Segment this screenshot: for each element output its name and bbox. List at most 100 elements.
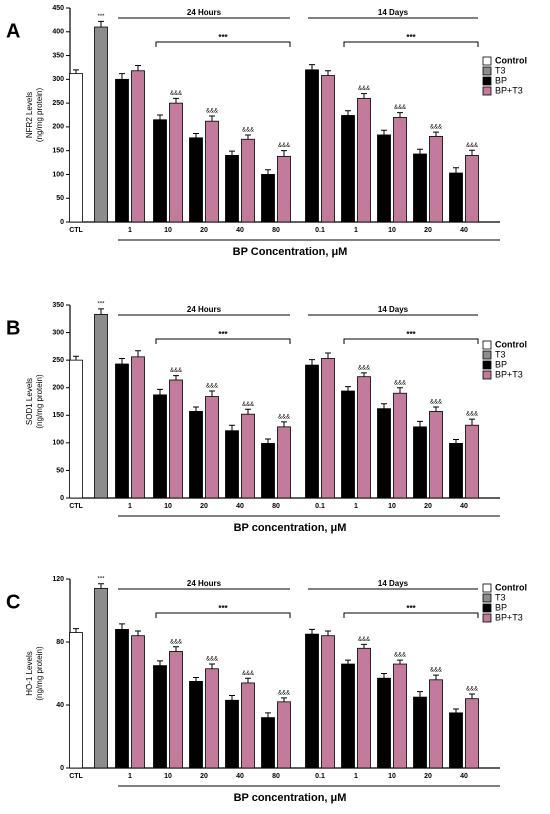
x-tick-label: 40 [236,503,244,510]
bar [94,26,108,223]
x-tick-label: 10 [164,773,172,780]
significance-marker: &&& [242,671,254,677]
error-bar [281,697,287,702]
error-bar [433,131,439,137]
x-tick-label: CTL [69,503,83,510]
error-bar [453,708,459,713]
y-tick-label: 0 [60,765,64,772]
x-tick-label: 10 [164,503,172,510]
error-bar [157,114,163,120]
group-label: 24 Hours [187,305,222,314]
legend-swatch [482,593,492,603]
significance-marker: &&& [430,125,442,131]
error-bar [245,134,251,140]
error-bar [73,628,79,633]
bar [305,69,319,223]
bracket-label: *** [406,33,416,42]
bar [225,155,239,223]
bar [69,359,83,499]
bracket-label: *** [218,604,228,613]
y-axis-label: (ng/mg protein) [35,88,44,143]
error-bar [119,623,125,630]
legend-swatch [482,583,492,593]
x-tick-label: 20 [200,503,208,510]
x-tick-label: CTL [69,227,83,234]
y-tick-label: 150 [52,148,64,155]
bar [305,364,319,499]
legend-label: T3 [495,65,506,75]
legend-swatch [482,370,492,380]
group-label: 14 Days [378,8,409,17]
bar [413,153,427,223]
bar [241,682,255,769]
error-bar [245,677,251,683]
error-bar [229,150,235,156]
error-bar [265,169,271,175]
y-tick-label: 40 [56,702,64,709]
error-bar [173,646,179,652]
bar [357,97,371,223]
error-bar [193,133,199,138]
group-label: 24 Hours [187,8,222,17]
x-tick-label: 40 [236,227,244,234]
group-label: 14 Days [378,579,409,588]
error-bar [417,420,423,427]
bar [205,668,219,769]
bar [115,78,129,223]
x-tick-label: 1 [128,503,132,510]
error-bar [209,663,215,669]
x-axis-label: BP concentration, μM [234,792,347,804]
legend-label: BP [495,75,507,85]
bar [115,629,129,769]
legend-label: BP+T3 [495,612,523,622]
significance-marker: &&& [278,690,290,696]
significance-marker: &&& [394,105,406,111]
bracket-label: *** [406,604,416,613]
bar [341,390,355,499]
error-bar [325,352,331,359]
bar [465,155,479,223]
significance-marker: *** [97,14,105,20]
bar [465,424,479,499]
error-bar [265,438,271,444]
x-tick-label: 20 [424,227,432,234]
x-tick-label: 1 [354,503,358,510]
error-bar [381,673,387,679]
y-tick-label: 150 [52,412,64,419]
bar [94,588,108,769]
bar [205,396,219,499]
x-tick-label: 0.1 [315,503,325,510]
significance-marker: &&& [242,402,254,408]
bar [429,135,443,223]
x-axis-label: BP concentration, μM [234,522,347,534]
y-tick-label: 250 [52,100,64,107]
error-bar [417,148,423,154]
error-bar [135,630,141,636]
error-bar [245,408,251,415]
error-bar [135,350,141,357]
bar [357,647,371,769]
error-bar [119,357,125,365]
error-bar [157,660,163,666]
legend-swatch [482,360,492,370]
bar [277,426,291,499]
bar [131,70,145,223]
bar [341,115,355,223]
bar [225,430,239,499]
significance-bracket [343,338,479,344]
y-tick-label: 250 [52,357,64,364]
significance-marker: &&& [242,128,254,134]
error-bar [309,628,315,635]
error-bar [453,439,459,444]
bracket-label: *** [218,33,228,42]
y-tick-label: 100 [52,171,64,178]
x-tick-label: 10 [388,503,396,510]
error-bar [157,388,163,395]
significance-marker: &&& [358,637,370,643]
error-bar [209,115,215,122]
error-bar [98,20,104,28]
y-tick-label: 400 [52,29,64,36]
bar [277,155,291,223]
error-bar [98,583,104,589]
x-tick-label: 20 [424,503,432,510]
